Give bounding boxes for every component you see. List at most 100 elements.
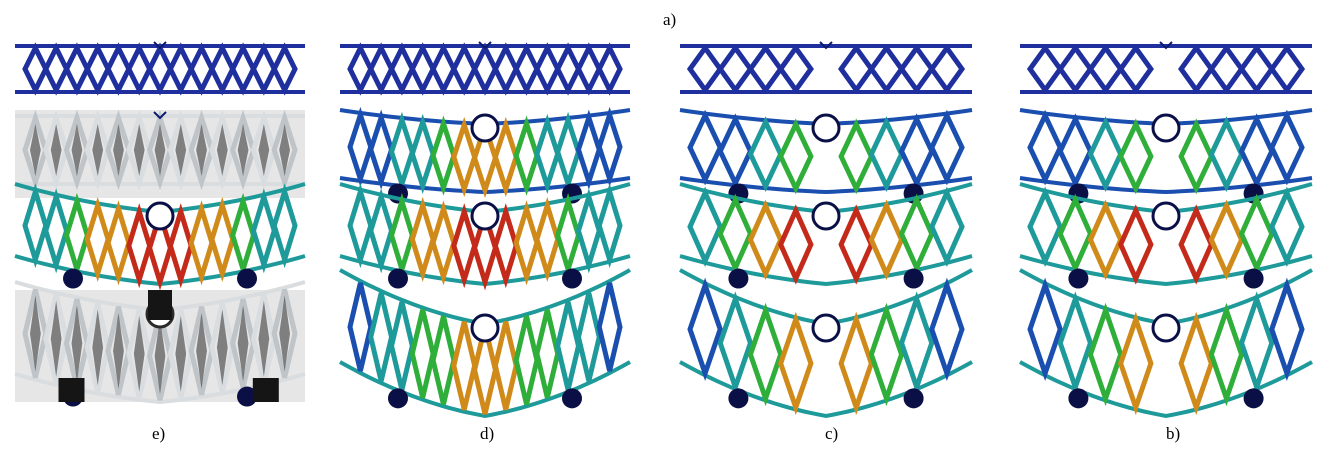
lattice-cell (22, 42, 49, 96)
lattice-cell (534, 113, 561, 195)
lattice-cell (1269, 186, 1305, 267)
lattice-cell (1087, 43, 1124, 95)
lattice-cell (838, 118, 875, 195)
lattice-cell (1027, 109, 1063, 186)
lattice-core (347, 42, 623, 96)
lattice-cell (555, 301, 582, 391)
lattice-cell (1269, 109, 1305, 186)
lattice-cell (388, 111, 415, 193)
lattice-cell (1208, 116, 1245, 192)
lattice-cell (271, 183, 298, 269)
lattice-cell (1238, 193, 1275, 275)
lattice-cell (63, 42, 91, 96)
load-marker (153, 41, 167, 50)
lattice-cell (717, 193, 754, 275)
lattice-cell (347, 42, 374, 96)
frame-d-row1 (340, 41, 630, 96)
loading-roller (145, 201, 175, 231)
lattice-cell (492, 42, 519, 96)
frame-d-row3 (339, 182, 631, 291)
lattice-cell (1178, 118, 1215, 195)
bottom-face-sheet (1019, 176, 1313, 195)
lattice-cell (347, 183, 374, 269)
lattice-cell (230, 192, 257, 278)
load-marker (478, 41, 492, 50)
lattice-cell (1238, 113, 1275, 190)
lattice-cell (1087, 199, 1124, 280)
loading-roller (1151, 113, 1181, 143)
lattice-cell (596, 183, 623, 269)
lattice-cell (1087, 116, 1124, 192)
lattice-cell (146, 42, 174, 96)
lattice-cell (868, 43, 905, 95)
lattice-cell (126, 42, 153, 96)
lattice-cell (1057, 113, 1094, 190)
lattice-cell (388, 42, 416, 96)
lattice-cell (1178, 43, 1215, 95)
lattice-cell (409, 309, 436, 399)
lattice-cell (575, 42, 603, 96)
lattice-cell (430, 115, 457, 196)
lattice-cell (430, 42, 457, 96)
lattice-core (1026, 43, 1306, 95)
frame-b-row4 (1019, 268, 1313, 419)
frame-b-row3 (1019, 182, 1313, 289)
bottom-face-sheet (679, 254, 973, 287)
right-support (237, 386, 257, 407)
lattice-cell (534, 196, 561, 282)
lattice-cell (229, 42, 257, 96)
lattice-cell (687, 277, 723, 381)
lattice-cell (596, 282, 623, 372)
lattice-cell (271, 109, 298, 191)
frame-e-row1 (15, 41, 305, 96)
lattice-cell (271, 42, 298, 96)
lattice-cell (868, 116, 905, 192)
lattice-cell (747, 302, 784, 407)
lattice-cell (898, 193, 935, 275)
lattice-cell (575, 109, 602, 190)
panel-label-a: a) (663, 10, 677, 29)
lattice-cell (513, 115, 540, 196)
lattice-cell (105, 200, 132, 286)
lattice-core (1027, 186, 1305, 285)
lattice-core (22, 42, 298, 96)
frame-d-row2 (339, 106, 631, 204)
lattice-cell (929, 186, 965, 267)
lattice-cell (575, 188, 602, 274)
lattice-cell (686, 43, 724, 95)
lattice-cell (838, 43, 875, 95)
left-support (388, 388, 408, 409)
lattice-cell (1057, 43, 1094, 95)
load-marker (819, 41, 833, 50)
lattice-cell (492, 116, 519, 198)
bottom-face-sheet (679, 176, 973, 195)
frame-c-row1 (680, 41, 972, 95)
lattice-cell (747, 43, 784, 95)
lattice-cell (209, 42, 236, 96)
panel-label-e: e) (152, 424, 166, 443)
lattice-cell (778, 311, 814, 416)
frame-d-row4 (339, 268, 631, 419)
test-fixture-block (252, 378, 279, 402)
lattice-core (687, 109, 965, 195)
lattice-cell (747, 199, 784, 280)
lattice-cell (1208, 302, 1245, 407)
lattice-cell (687, 186, 723, 267)
lattice-cell (250, 188, 277, 274)
lattice-cell (1238, 43, 1275, 95)
lattice-cell (1238, 291, 1275, 395)
lattice-cell (492, 203, 519, 289)
lattice-cell (747, 116, 784, 192)
lattice-cell (430, 200, 457, 286)
loading-roller (811, 113, 841, 143)
panel-label-b: b) (1166, 424, 1181, 443)
panel-label-d: d) (480, 424, 495, 443)
lattice-cell (471, 42, 499, 96)
right-support (1243, 268, 1264, 289)
lattice-cell (451, 116, 478, 198)
lattice-cell (777, 204, 814, 285)
lattice-cell (250, 42, 278, 96)
lattice-cell (1208, 199, 1245, 280)
lattice-cell (596, 106, 623, 188)
lattice-cell (898, 113, 935, 190)
